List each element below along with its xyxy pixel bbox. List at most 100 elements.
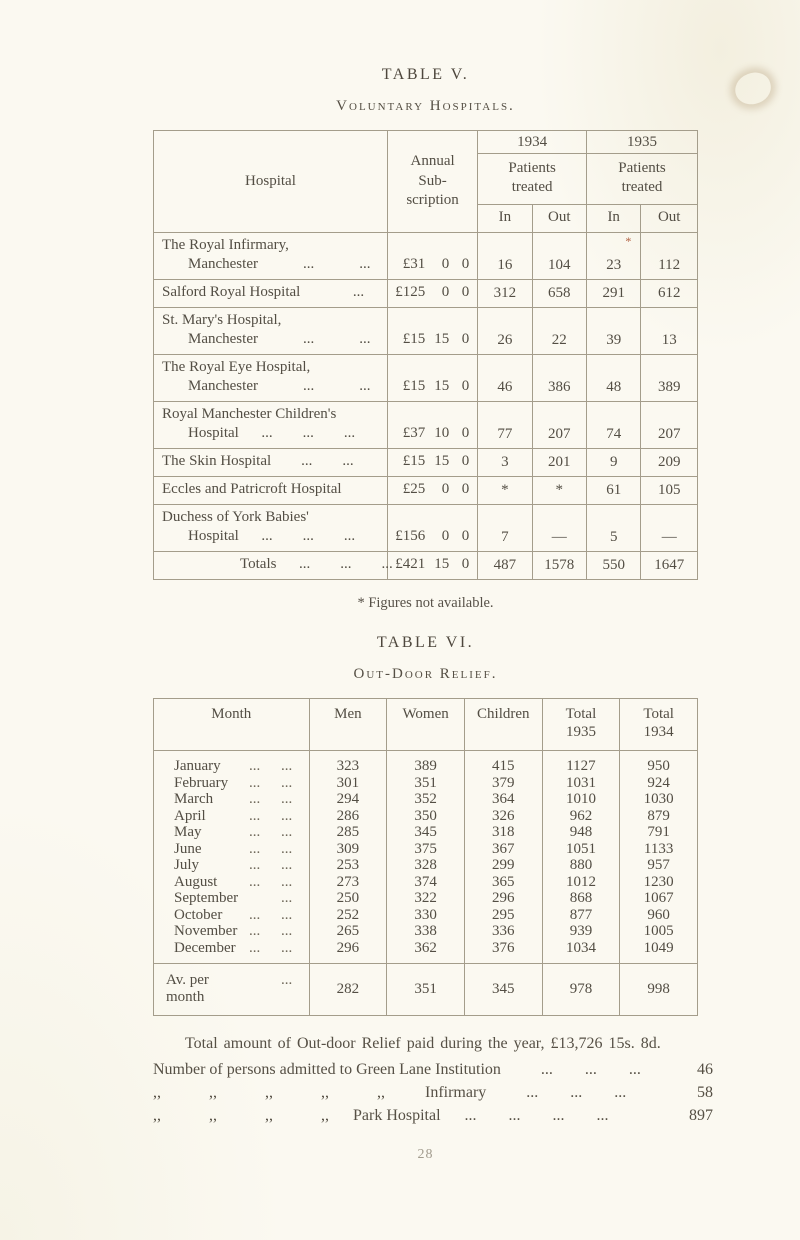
- leader-dots: ...: [280, 906, 293, 923]
- value-cell: 322: [386, 890, 465, 907]
- value-cell: 1010: [541, 791, 621, 808]
- col-header-women: Women: [386, 697, 465, 751]
- leader-dots: ...: [280, 873, 293, 890]
- admissions-line: Number of persons admitted to Green Lane…: [153, 1058, 713, 1081]
- header-row-in-out: In Out In Out: [154, 203, 698, 233]
- month-cell: June......: [153, 840, 310, 857]
- month-cell: May......: [153, 824, 310, 841]
- hospital-name-cell: The Royal Infirmary, Manchester ... ...: [153, 231, 388, 280]
- value-cell: 960: [619, 906, 698, 923]
- value-cell: 5: [585, 503, 642, 552]
- value-cell: 389: [386, 750, 465, 775]
- value-cell: 9: [585, 447, 642, 477]
- col-header-children: Children: [463, 697, 543, 751]
- leader-dots: ...: [280, 791, 293, 807]
- scanned-page: TABLE V. Voluntary Hospitals. Hospital A…: [153, 0, 713, 1163]
- value-cell: 207: [640, 400, 698, 449]
- leader-dots: ...: [248, 774, 261, 791]
- value-cell: 950: [619, 750, 698, 775]
- value-cell: 962: [541, 807, 621, 824]
- admissions-value: 897: [689, 1107, 713, 1124]
- value-cell: 253: [308, 857, 388, 874]
- value-cell: 352: [386, 791, 465, 808]
- month-row: July...... 253 328 299 880 957: [153, 857, 698, 874]
- admissions-line: ,, ,, ,, ,, Park Hospital ... ... ... ..…: [153, 1104, 713, 1127]
- value-cell: 338: [386, 923, 465, 940]
- leader-dots: ...: [248, 857, 261, 873]
- month-row: January...... 323 389 415 1127 950: [153, 750, 698, 775]
- value-cell: 61: [585, 475, 642, 505]
- table-vi-subtitle: Out-Door Relief.: [353, 665, 498, 682]
- subscription-cell: £15 15 0: [386, 306, 479, 355]
- hospital-name-cell: Salford Royal Hospital ...: [153, 278, 388, 308]
- month-row: August...... 273 374 365 1012 1230: [153, 873, 698, 890]
- value-cell: —: [640, 503, 698, 552]
- value-cell: 294: [308, 791, 388, 808]
- leader-dots: ...: [248, 906, 261, 923]
- value-cell: 3: [477, 447, 533, 477]
- hospital-name-cell: Royal Manchester Children's Hospital ... …: [153, 400, 388, 449]
- value-cell: 948: [541, 824, 621, 841]
- value-cell: 250: [308, 890, 388, 907]
- value-cell: 924: [619, 774, 698, 791]
- value-cell: 367: [463, 840, 543, 857]
- value-cell: 328: [386, 857, 465, 874]
- admissions-value: 58: [697, 1084, 713, 1101]
- value-cell: 286: [308, 807, 388, 824]
- totals-label-cell: Totals ... ... ...: [153, 550, 393, 580]
- table-row: The Royal Eye Hospital, Manchester ... ..…: [153, 353, 698, 402]
- asterisk-note: *: [625, 233, 632, 248]
- subscription-cell: £31 0 0: [386, 231, 479, 280]
- leader-dots: ...: [248, 923, 261, 939]
- subscription-cell: £15 15 0: [386, 353, 479, 402]
- table-v-title: TABLE V.: [381, 66, 470, 83]
- table-row: Duchess of York Babies' Hospital ... ... …: [153, 503, 698, 552]
- value-cell: 415: [463, 750, 543, 775]
- leader-dots: ...: [248, 791, 261, 807]
- summary-block: Total amount of Out-door Relief paid dur…: [153, 1032, 713, 1127]
- value-cell: 299: [463, 857, 543, 874]
- value-cell: 207: [531, 400, 588, 449]
- value-cell: 374: [386, 873, 465, 890]
- value-cell: 312: [477, 278, 533, 308]
- value-cell: 1012: [541, 873, 621, 890]
- hospital-name-cell: The Skin Hospital ... ...: [153, 447, 388, 477]
- subscription-cell: £15 15 0: [386, 447, 479, 477]
- col-header-in-1935: In: [585, 203, 642, 233]
- table-v-subtitle: Voluntary Hospitals.: [336, 98, 515, 114]
- col-header-1934: 1934: [477, 130, 587, 154]
- leader-dots: ...: [280, 857, 293, 873]
- value-cell: 1133: [619, 840, 698, 857]
- col-header-patients-treated-1934: Patients treated: [477, 153, 587, 205]
- table-row: The Royal Infirmary, Manchester ... ... £…: [153, 231, 698, 280]
- value-cell: 77: [477, 400, 533, 449]
- value-cell: 46: [477, 353, 533, 402]
- value-cell: 291: [585, 278, 642, 308]
- hospital-name-cell: The Royal Eye Hospital, Manchester ... ..…: [153, 353, 388, 402]
- value-cell: 868: [541, 890, 621, 907]
- leader-dots: ...: [248, 758, 261, 774]
- subscription-cell: £156 0 0: [386, 503, 479, 552]
- value-cell: 1031: [541, 774, 621, 791]
- month-cell: January......: [153, 750, 310, 775]
- value-cell: 112: [640, 231, 698, 280]
- value-cell: *: [531, 475, 588, 505]
- value-cell: 345: [386, 824, 465, 841]
- ink-blot-icon: [732, 70, 774, 108]
- col-header-out-1935: Out: [640, 203, 698, 233]
- value-cell: 978: [541, 963, 621, 1016]
- value-cell: 16: [477, 231, 533, 280]
- value-cell: 201: [531, 447, 588, 477]
- col-header-total-1935: Total 1935: [541, 697, 621, 751]
- page-number: 28: [417, 1147, 434, 1162]
- average-row: Av. per month... 282 351 345 978 998: [153, 963, 698, 1016]
- month-cell: September...: [153, 890, 310, 907]
- value-cell: 350: [386, 807, 465, 824]
- subscription-cell: £25 0 0: [386, 475, 479, 505]
- table-row: The Skin Hospital ... ... £15 15 0 3 201 9…: [153, 447, 698, 477]
- table-row: Salford Royal Hospital ... £125 0 0 312 65…: [153, 278, 698, 308]
- value-cell: 362: [386, 939, 465, 964]
- value-cell: 879: [619, 807, 698, 824]
- value-cell: 323: [308, 750, 388, 775]
- value-cell: 1034: [541, 939, 621, 964]
